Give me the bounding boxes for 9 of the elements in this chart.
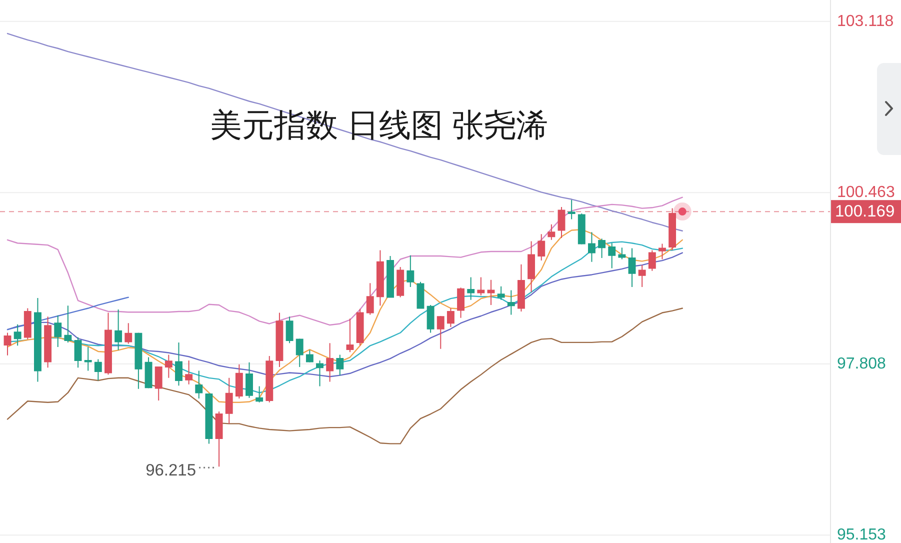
y-tick-label: 97.808 [837,355,886,372]
ref-label: 100.169 [831,200,901,224]
ref-line-label: 100.169 [835,202,895,221]
y-tick-label: 100.463 [837,184,895,202]
annotation: 96.215 [146,462,216,480]
title: 美元指数 日线图 张尧浠 [210,107,548,143]
y-tick-label: 95.153 [837,526,886,543]
annotation: 96.215 [146,462,196,480]
y-tick-label: 103.118 [837,12,894,30]
